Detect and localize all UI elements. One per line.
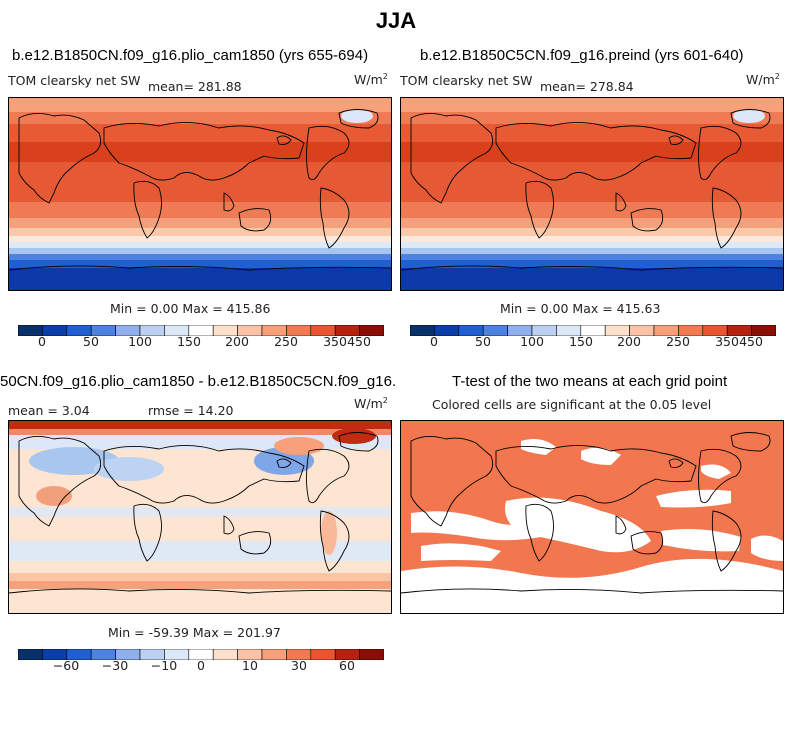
tick-label: 0	[430, 334, 438, 349]
units-label: W/m2	[746, 72, 780, 88]
min-max-label: Min = 0.00 Max = 415.63	[500, 301, 661, 316]
tick-label: 450	[347, 334, 371, 349]
tick-label: 200	[225, 334, 249, 349]
tick-label: 50	[83, 334, 99, 349]
mean-label: mean= 281.88	[148, 79, 242, 94]
units-label: W/m2	[354, 72, 388, 88]
significance-note: Colored cells are significant at the 0.0…	[432, 397, 712, 412]
tick-label: 350	[715, 334, 739, 349]
tick-label: 0	[38, 334, 46, 349]
tick-label: 450	[739, 334, 763, 349]
units-label: W/m2	[354, 396, 388, 412]
panel-title: T-test of the two means at each grid poi…	[452, 373, 728, 390]
tick-label: −60	[52, 658, 80, 673]
tick-label: 150	[569, 334, 593, 349]
page-title: JJA	[375, 8, 417, 33]
tick-label: 60	[339, 658, 355, 673]
colorbar-ticks: 0 50 100 150 200 250 350 450	[410, 334, 776, 350]
tick-label: 150	[177, 334, 201, 349]
panel-title: b.e12.B1850C5CN.f09_g16.preind (yrs 601-…	[420, 47, 744, 64]
min-max-label: Min = -59.39 Max = 201.97	[108, 625, 281, 640]
tick-label: −10	[150, 658, 178, 673]
map-preind	[400, 97, 784, 291]
colorbar-ticks: −60 −30 −10 0 10 30 60	[18, 658, 384, 674]
tick-label: 250	[274, 334, 298, 349]
tick-label: 10	[242, 658, 258, 673]
tick-label: 0	[197, 658, 205, 673]
tick-label: 200	[617, 334, 641, 349]
variable-label: TOM clearsky net SW	[8, 73, 141, 88]
rmse-label: rmse = 14.20	[148, 403, 234, 418]
map-difference	[8, 420, 392, 614]
panel-title: b.e12.B1850CN.f09_g16.plio_cam1850 (yrs …	[12, 47, 369, 64]
mean-label: mean = 3.04	[8, 403, 90, 418]
tick-label: 100	[128, 334, 152, 349]
tick-label: 30	[291, 658, 307, 673]
tick-label: 50	[475, 334, 491, 349]
tick-label: −30	[101, 658, 129, 673]
panel-title: 50CN.f09_g16.plio_cam1850 - b.e12.B1850C…	[0, 373, 396, 390]
tick-label: 350	[323, 334, 347, 349]
variable-label: TOM clearsky net SW	[400, 73, 533, 88]
map-plio	[8, 97, 392, 291]
colorbar-ticks: 0 50 100 150 200 250 350 450	[18, 334, 384, 350]
map-ttest	[400, 420, 784, 614]
min-max-label: Min = 0.00 Max = 415.86	[110, 301, 271, 316]
tick-label: 250	[666, 334, 690, 349]
tick-label: 100	[520, 334, 544, 349]
mean-label: mean= 278.84	[540, 79, 634, 94]
